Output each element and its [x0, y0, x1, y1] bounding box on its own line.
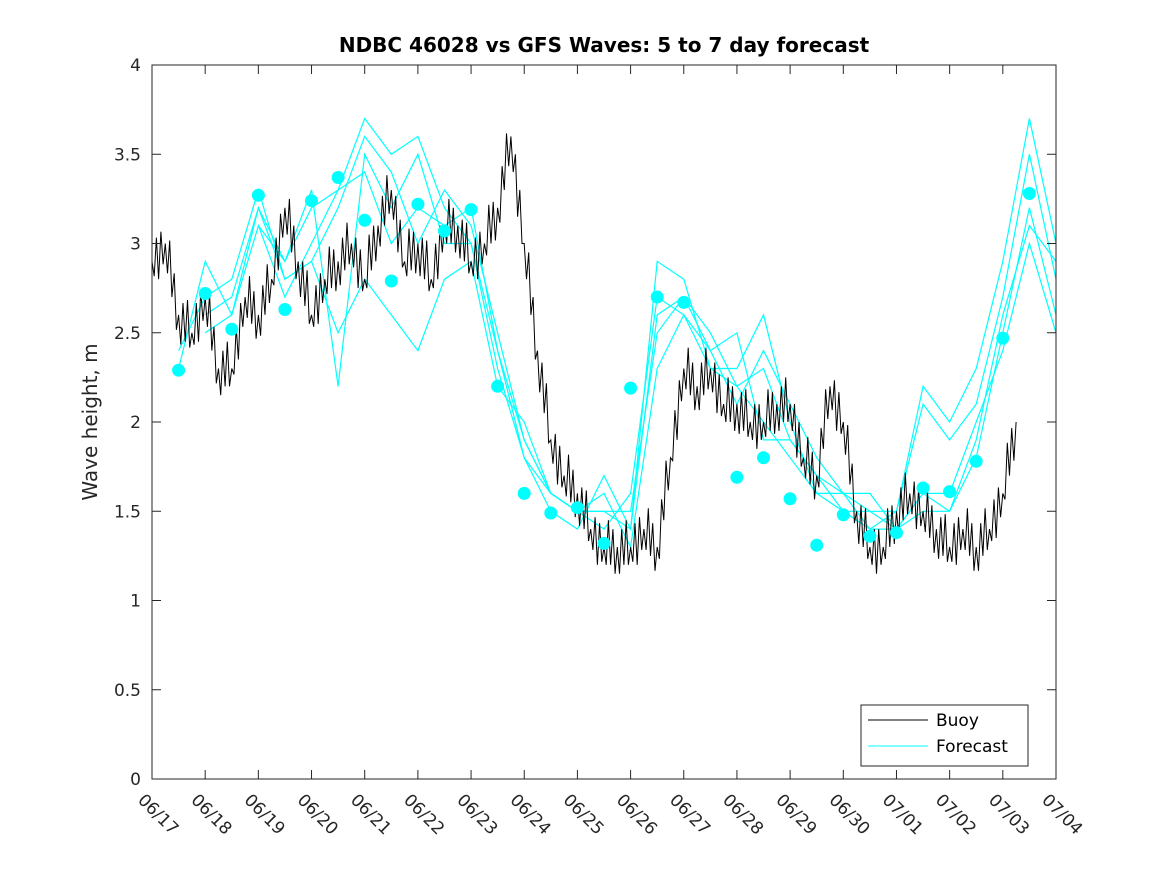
- forecast-marker: [757, 451, 770, 465]
- forecast-marker: [916, 481, 930, 495]
- forecast-marker: [863, 529, 877, 543]
- forecast-run-line: [257, 152, 1057, 531]
- forecast-marker: [836, 508, 850, 522]
- forecast-marker: [996, 331, 1010, 345]
- forecast-marker: [810, 538, 824, 552]
- forecast-marker: [597, 536, 611, 550]
- forecast-marker: [438, 224, 451, 238]
- forecast-marker: [251, 188, 265, 202]
- forecast-marker: [783, 492, 797, 506]
- forecast-marker: [331, 171, 345, 184]
- forecast-marker: [730, 470, 744, 484]
- y-tick-label: 1: [130, 592, 141, 612]
- plot-background: [152, 65, 1056, 779]
- forecast-marker: [943, 485, 957, 499]
- forecast-marker: [172, 363, 186, 377]
- forecast-marker: [198, 287, 212, 300]
- forecast-marker: [890, 526, 903, 540]
- forecast-marker: [650, 290, 664, 304]
- legend: Buoy Forecast: [860, 704, 1029, 767]
- legend-label-forecast: Forecast: [936, 737, 1008, 757]
- y-tick-label: 3: [130, 235, 141, 255]
- series-layer: [151, 117, 1057, 574]
- buoy-line: [151, 133, 1017, 574]
- forecast-marker: [305, 194, 318, 208]
- forecast-marker: [384, 274, 398, 288]
- forecast-marker: [278, 303, 292, 316]
- y-tick-label: 3.5: [114, 145, 141, 165]
- y-tick-label: 0.5: [114, 681, 141, 701]
- y-tick-label: 1.5: [114, 502, 141, 522]
- forecast-marker: [544, 506, 558, 520]
- y-tick-label: 2.5: [114, 324, 141, 344]
- forecast-marker: [677, 295, 691, 309]
- forecast-marker: [464, 203, 478, 217]
- forecast-marker: [517, 486, 531, 500]
- forecast-marker: [225, 322, 239, 336]
- legend-box: [860, 704, 1029, 767]
- chart-title: NDBC 46028 vs GFS Waves: 5 to 7 day fore…: [339, 33, 870, 57]
- forecast-marker: [1022, 187, 1036, 200]
- legend-label-buoy: Buoy: [936, 711, 979, 731]
- y-tick-label: 0: [130, 770, 141, 790]
- y-axis-label: Wave height, m: [78, 343, 102, 500]
- y-tick-label: 4: [130, 56, 141, 76]
- forecast-marker: [570, 501, 584, 515]
- forecast-marker: [358, 213, 372, 227]
- y-tick-label: 2: [130, 413, 141, 433]
- forecast-marker: [411, 197, 425, 211]
- forecast-marker: [491, 379, 505, 393]
- forecast-marker: [969, 454, 983, 468]
- forecast-marker: [624, 381, 638, 395]
